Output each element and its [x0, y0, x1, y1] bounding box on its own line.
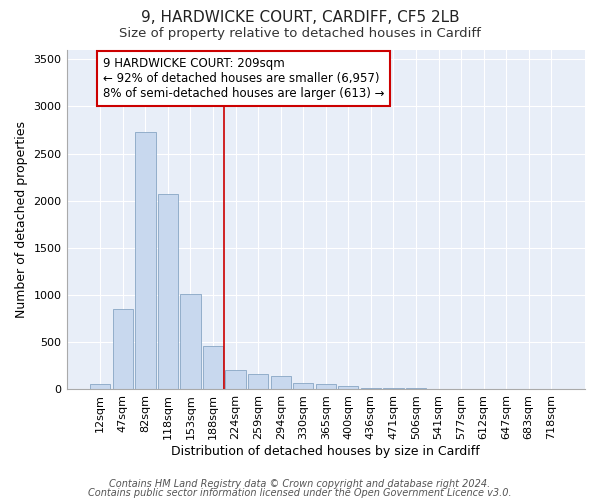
- X-axis label: Distribution of detached houses by size in Cardiff: Distribution of detached houses by size …: [172, 444, 480, 458]
- Bar: [181, 294, 200, 389]
- Bar: [383, 388, 404, 389]
- Text: 9 HARDWICKE COURT: 209sqm
← 92% of detached houses are smaller (6,957)
8% of sem: 9 HARDWICKE COURT: 209sqm ← 92% of detac…: [103, 57, 385, 100]
- Bar: [361, 388, 381, 389]
- Bar: [113, 309, 133, 389]
- Text: Contains HM Land Registry data © Crown copyright and database right 2024.: Contains HM Land Registry data © Crown c…: [109, 479, 491, 489]
- Text: Size of property relative to detached houses in Cardiff: Size of property relative to detached ho…: [119, 28, 481, 40]
- Text: 9, HARDWICKE COURT, CARDIFF, CF5 2LB: 9, HARDWICKE COURT, CARDIFF, CF5 2LB: [140, 10, 460, 25]
- Bar: [90, 384, 110, 389]
- Bar: [271, 376, 291, 389]
- Bar: [203, 346, 223, 389]
- Bar: [316, 384, 336, 389]
- Bar: [293, 384, 313, 389]
- Bar: [158, 194, 178, 389]
- Y-axis label: Number of detached properties: Number of detached properties: [15, 121, 28, 318]
- Bar: [135, 132, 155, 389]
- Bar: [338, 386, 358, 389]
- Bar: [248, 374, 268, 389]
- Bar: [226, 370, 246, 389]
- Text: Contains public sector information licensed under the Open Government Licence v3: Contains public sector information licen…: [88, 488, 512, 498]
